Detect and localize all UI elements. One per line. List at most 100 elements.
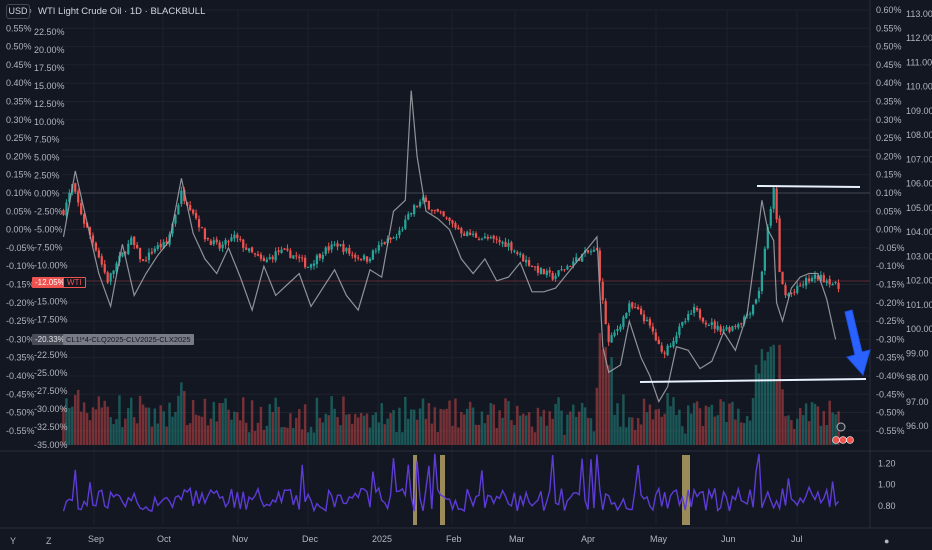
volume-bar: [412, 409, 416, 445]
volume-bar: [209, 418, 213, 445]
volume-bar: [380, 403, 383, 445]
candle: [348, 248, 351, 254]
candle: [230, 237, 233, 241]
right-price-tick: 110.00: [906, 82, 932, 92]
spread-axis-tick: -32.50%: [34, 422, 68, 432]
support-line: [639, 378, 867, 383]
candle: [271, 256, 274, 260]
volume-bar: [68, 407, 71, 445]
right-price-tick: 102.00: [906, 276, 932, 286]
candle: [442, 211, 445, 217]
volume-bar: [206, 425, 210, 445]
volume-bar: [180, 382, 183, 445]
volume-bar: [303, 404, 307, 445]
candle: [707, 325, 710, 327]
volume-bar: [689, 413, 693, 445]
volume-bar: [327, 415, 330, 445]
candle: [716, 325, 719, 330]
candle: [121, 252, 124, 257]
candle: [837, 282, 840, 289]
candle: [224, 239, 227, 245]
candle: [106, 272, 109, 283]
time-axis-label: Dec: [302, 534, 319, 544]
candle: [233, 234, 236, 239]
candle: [554, 275, 557, 279]
right-axes: 0.60% 0.55% 0.50% 0.45% 0.40% 0.35% 0.30% 0.25%…: [876, 5, 932, 511]
left-axis-tick: -0.05%: [6, 243, 35, 253]
oscillator-tick: 0.80: [878, 501, 896, 511]
candle: [189, 205, 192, 211]
spread-axis-tick: 10.00%: [34, 117, 65, 127]
event-flag-icon: [839, 436, 847, 444]
volume-bar: [477, 424, 481, 445]
candle: [200, 227, 204, 229]
volume-bar: [135, 423, 139, 445]
candle: [192, 209, 195, 214]
spread-change-tag: -20.33%: [32, 334, 68, 345]
volume-bar: [324, 413, 327, 445]
left-axis-tick: -0.50%: [6, 408, 35, 418]
candle: [737, 324, 740, 328]
volume-bar: [147, 407, 151, 445]
oscillator-pane: [62, 453, 840, 525]
candle: [592, 249, 596, 252]
volume-bar: [253, 431, 257, 445]
candle: [510, 242, 513, 251]
candle: [563, 269, 566, 271]
volume-bar: [698, 408, 702, 445]
volume-bar: [536, 407, 540, 445]
candle: [180, 190, 183, 204]
oscillator-line: [62, 453, 840, 513]
zoom-icon: Y: [10, 536, 16, 546]
candle: [507, 242, 510, 247]
spread-axis-tick: -22.50%: [34, 350, 68, 360]
volume-bar: [351, 423, 354, 445]
volume-bar: [530, 426, 534, 445]
volume-bar: [754, 364, 758, 445]
candle: [675, 335, 678, 343]
candle: [215, 239, 218, 243]
candle: [796, 285, 799, 293]
candle: [740, 323, 743, 325]
volume-bar: [589, 418, 593, 445]
candle: [619, 326, 622, 330]
right-price-tick: 112.00: [906, 33, 932, 43]
candle: [156, 245, 159, 250]
volume-bar: [339, 425, 342, 445]
volume-bar: [760, 349, 764, 445]
volume-bar: [542, 409, 546, 445]
volume-bar: [300, 429, 304, 445]
volume-bar: [645, 412, 649, 445]
volume-bar: [763, 360, 767, 445]
candle: [183, 189, 186, 202]
candle: [604, 301, 607, 325]
time-axis-label: Jul: [791, 534, 803, 544]
volume-bar: [345, 414, 348, 445]
candle: [651, 326, 654, 332]
symbol-title: WTI Light Crude Oil · 1D · BLACKBULL: [38, 6, 206, 17]
candle: [362, 255, 366, 260]
symbol-tag: WTI: [63, 277, 86, 288]
candle: [669, 345, 672, 347]
candle: [115, 263, 118, 272]
candle: [165, 241, 168, 244]
currency-button[interactable]: USD: [6, 4, 30, 19]
candle: [477, 239, 481, 241]
volume-bar: [639, 424, 643, 445]
candle: [804, 278, 808, 286]
volume-bar: [230, 419, 233, 445]
candle: [418, 201, 422, 207]
candle: [236, 234, 239, 239]
candle: [693, 306, 696, 313]
volume-bar: [62, 407, 65, 445]
left-axis-tick: 0.55%: [6, 23, 32, 33]
candle: [301, 257, 304, 259]
volume-bar: [153, 408, 157, 445]
volume-bar: [636, 417, 640, 445]
candle: [289, 250, 292, 258]
candle: [256, 254, 260, 256]
volume-bar: [748, 420, 752, 445]
spread-axis-tick: 22.50%: [34, 27, 65, 37]
candle: [197, 219, 201, 228]
